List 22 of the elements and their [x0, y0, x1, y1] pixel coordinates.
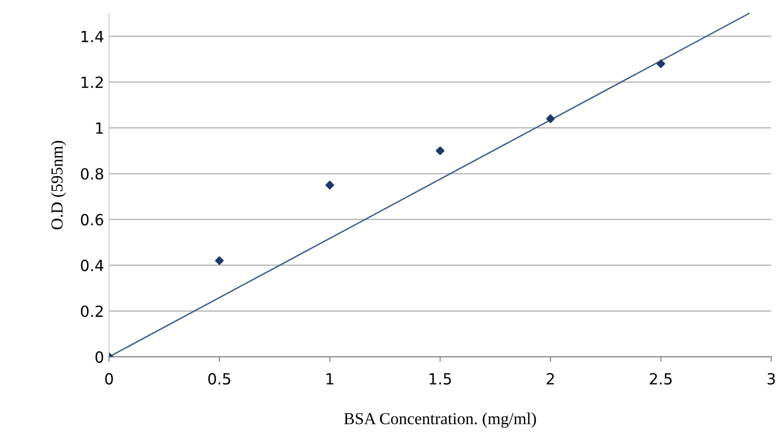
x-tick-label: 2.5: [650, 373, 672, 385]
point: [656, 59, 666, 68]
y-tick-label: 0.8: [80, 168, 104, 180]
point: [546, 114, 555, 124]
y-tick-label: 1.2: [82, 76, 103, 88]
y-axis-title: O.D (595nm): [50, 140, 66, 230]
point: [215, 256, 224, 266]
y-tick-label: 0.6: [80, 214, 104, 226]
x-axis-title: BSA Concentration. (mg/ml): [344, 412, 536, 428]
y-tick-label: 1.4: [82, 30, 104, 42]
y-tick-label: 1: [96, 122, 103, 134]
x-tick-label: 0: [105, 373, 113, 385]
y-tick-label: 0.4: [80, 260, 104, 272]
x-tick-label: 0.5: [208, 373, 230, 385]
y-tick-label: 0.2: [80, 305, 103, 318]
x-tick-label: 1.5: [430, 373, 451, 385]
x-tick-label: 3: [768, 373, 775, 385]
x-tick-label: 2: [546, 373, 554, 384]
point: [436, 146, 445, 156]
point: [325, 180, 334, 190]
y-tick-label: 0: [95, 351, 104, 363]
x-tick-label: 1: [326, 373, 334, 384]
